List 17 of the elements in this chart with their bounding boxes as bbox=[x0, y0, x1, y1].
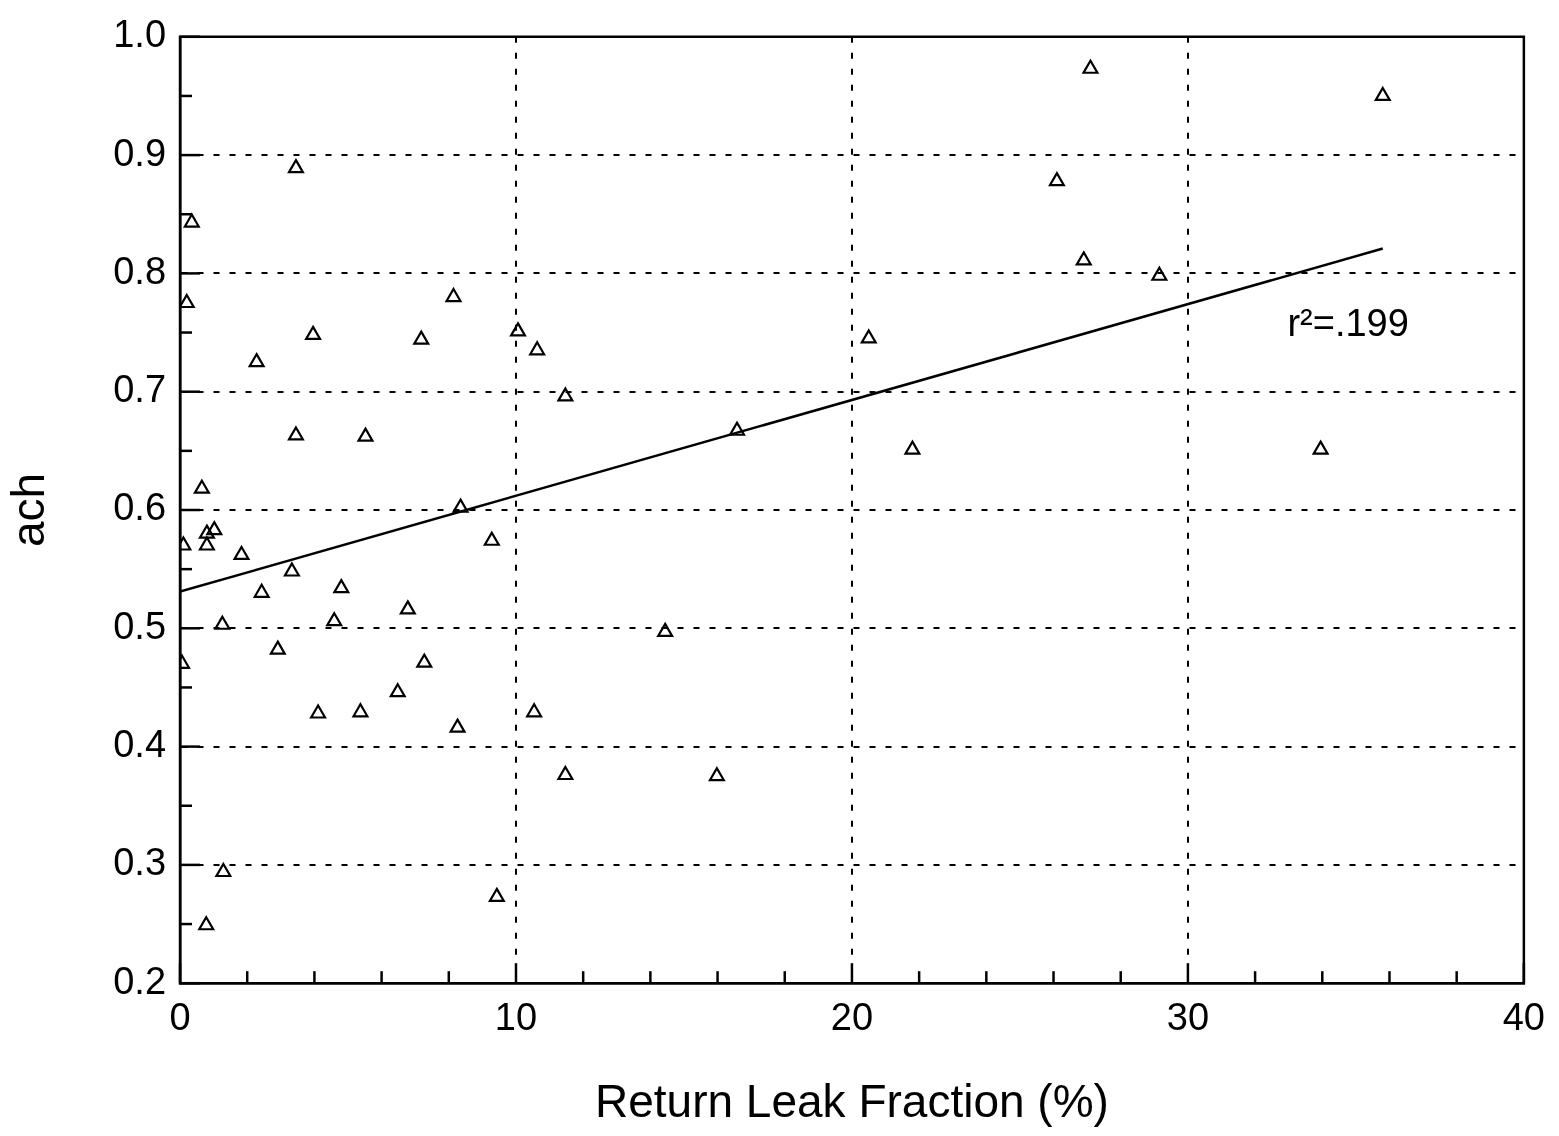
annotation: r²=.199 bbox=[1287, 301, 1409, 344]
y-tick-label: 0.7 bbox=[113, 368, 167, 411]
y-tick-label: 0.9 bbox=[113, 131, 167, 174]
y-tick-label: 0.8 bbox=[113, 249, 167, 292]
x-tick-label: 40 bbox=[1502, 996, 1546, 1039]
x-tick-label: 20 bbox=[830, 996, 874, 1039]
y-axis-title: ach bbox=[2, 472, 55, 548]
y-tick-label: 0.4 bbox=[113, 723, 167, 766]
y-tick-label: 1.0 bbox=[113, 13, 167, 56]
y-tick-label: 0.5 bbox=[113, 604, 167, 647]
x-axis-title: Return Leak Fraction (%) bbox=[595, 1075, 1109, 1128]
x-tick-label: 10 bbox=[494, 996, 538, 1039]
y-tick-label: 0.3 bbox=[113, 841, 167, 884]
x-tick-label: 30 bbox=[1166, 996, 1210, 1039]
x-tick-label: 0 bbox=[169, 996, 191, 1039]
y-tick-label: 0.2 bbox=[113, 959, 167, 1002]
y-tick-label: 0.6 bbox=[113, 486, 167, 529]
